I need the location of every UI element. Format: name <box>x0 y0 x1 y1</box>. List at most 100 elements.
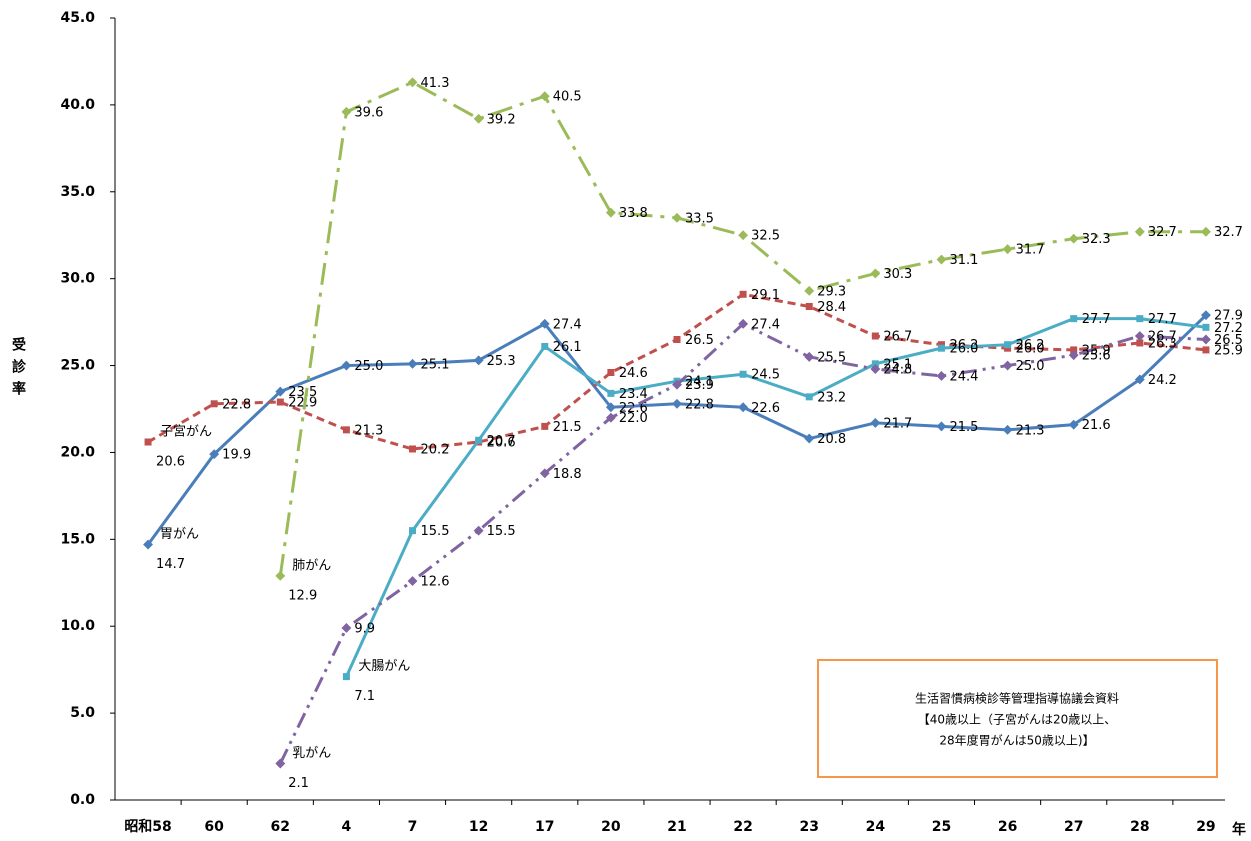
value-label: 22.9 <box>288 396 317 411</box>
point-marker <box>1068 350 1079 361</box>
x-axis-label: 年 <box>1232 821 1246 838</box>
point-marker <box>738 402 749 413</box>
point-marker <box>275 570 286 581</box>
value-label: 22.8 <box>222 397 251 412</box>
point-marker <box>539 318 550 329</box>
point-marker <box>1200 334 1211 345</box>
point-marker <box>341 106 352 117</box>
value-label: 23.2 <box>817 390 846 405</box>
value-label: 33.5 <box>685 211 714 226</box>
value-label: 21.5 <box>949 420 978 435</box>
x-tick-label: 7 <box>408 819 418 835</box>
value-label: 26.3 <box>1148 336 1177 351</box>
point-marker <box>871 332 879 340</box>
value-label: 29.1 <box>751 288 780 303</box>
point-marker <box>1200 310 1211 321</box>
point-marker <box>539 468 550 479</box>
series-name: 肺がん <box>292 558 331 573</box>
value-label: 27.7 <box>1148 312 1177 327</box>
point-marker <box>541 342 549 350</box>
point-marker <box>1136 339 1144 347</box>
point-marker <box>1070 346 1078 354</box>
point-marker <box>276 398 284 406</box>
value-label: 23.5 <box>288 385 317 400</box>
series-line <box>278 80 1206 577</box>
x-tick-label: 28 <box>1130 819 1149 835</box>
point-marker <box>936 371 947 381</box>
point-marker <box>672 212 682 223</box>
value-label: 33.8 <box>619 206 648 221</box>
x-tick-label: 60 <box>204 819 224 835</box>
point-marker <box>1068 233 1079 244</box>
point-marker <box>804 285 815 296</box>
point-marker <box>1134 374 1145 385</box>
point-marker <box>275 758 286 769</box>
point-marker <box>870 268 881 279</box>
value-label: 19.9 <box>222 448 251 463</box>
x-tick-label: 23 <box>799 819 818 835</box>
y-tick-label: 30.0 <box>60 271 95 287</box>
value-label: 26.0 <box>949 342 978 357</box>
value-label: 12.6 <box>421 575 450 590</box>
x-tick-label: 20 <box>601 819 621 835</box>
value-label: 26.7 <box>1148 330 1177 345</box>
y-tick-label: 15.0 <box>60 531 95 547</box>
point-marker <box>605 402 616 413</box>
value-label: 24.8 <box>883 363 912 378</box>
point-marker <box>605 412 616 423</box>
y-tick-label: 20.0 <box>60 444 95 460</box>
point-marker <box>275 386 286 397</box>
value-label: 25.9 <box>1214 343 1243 358</box>
value-label: 21.7 <box>883 416 912 431</box>
y-tick-label: 5.0 <box>70 705 95 721</box>
value-label: 20.8 <box>817 432 846 447</box>
value-label: 21.3 <box>354 423 383 438</box>
point-marker <box>804 351 815 362</box>
point-marker <box>210 400 218 408</box>
point-marker <box>607 369 615 377</box>
point-marker <box>409 527 417 535</box>
value-label: 26.5 <box>685 333 714 348</box>
point-marker <box>342 426 350 434</box>
value-label: 27.7 <box>1082 312 1111 327</box>
value-label: 27.2 <box>1214 321 1243 336</box>
value-label: 27.4 <box>751 317 780 332</box>
x-tick-label: 25 <box>932 819 951 835</box>
point-marker <box>473 113 484 124</box>
point-marker <box>870 364 881 374</box>
point-marker <box>937 344 945 352</box>
x-tick-label: 21 <box>667 819 686 835</box>
value-label: 2.1 <box>288 776 309 791</box>
x-tick-label: 27 <box>1064 819 1083 835</box>
value-label: 14.7 <box>156 557 185 572</box>
value-label: 24.6 <box>619 366 648 381</box>
value-label: 31.1 <box>949 253 978 268</box>
point-marker <box>1070 315 1078 323</box>
point-marker <box>1134 331 1145 341</box>
value-label: 25.0 <box>354 359 383 374</box>
series-name: 大腸がん <box>358 659 410 674</box>
value-label: 12.9 <box>288 588 317 603</box>
point-marker <box>342 673 350 681</box>
value-label: 25.1 <box>421 357 450 372</box>
value-label: 20.2 <box>421 442 450 457</box>
point-marker <box>143 539 154 550</box>
y-tick-label: 40.0 <box>60 97 95 113</box>
value-label: 32.3 <box>1082 232 1111 247</box>
value-label: 24.2 <box>1148 373 1177 388</box>
value-label: 26.0 <box>1016 342 1045 357</box>
value-label: 24.5 <box>751 368 780 383</box>
point-marker <box>473 355 484 366</box>
value-label: 32.5 <box>751 229 780 244</box>
point-marker <box>341 360 352 371</box>
value-label: 20.6 <box>487 436 516 451</box>
point-marker <box>1002 424 1013 435</box>
value-label: 25.1 <box>883 357 912 372</box>
point-marker <box>805 393 813 401</box>
point-marker <box>1002 360 1013 371</box>
point-marker <box>1200 226 1211 237</box>
value-label: 39.2 <box>487 112 516 127</box>
point-marker <box>1202 346 1210 354</box>
value-label: 25.0 <box>1016 359 1045 374</box>
y-tick-label: 10.0 <box>60 618 95 634</box>
